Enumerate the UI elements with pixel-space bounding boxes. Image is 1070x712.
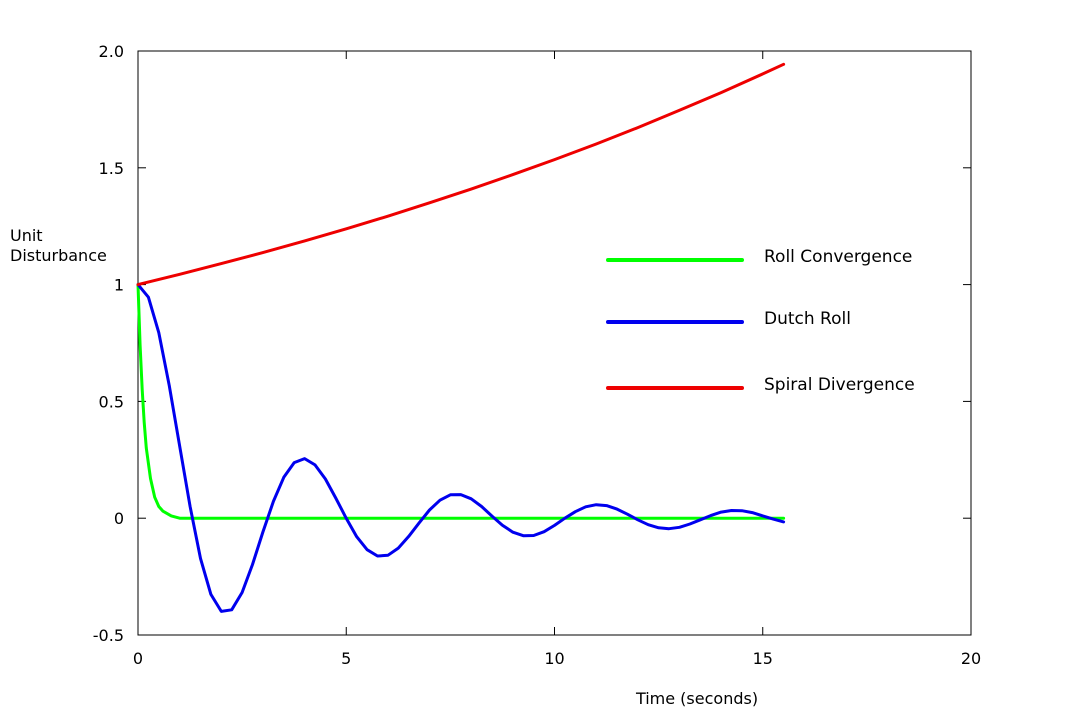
x-tick-label: 5 (341, 649, 351, 668)
y-tick-label: 1.5 (99, 159, 124, 178)
x-tick-label: 10 (544, 649, 564, 668)
plot-border (137, 50, 972, 636)
x-tick-label: 0 (133, 649, 143, 668)
legend-label-dutch-roll: Dutch Roll (764, 309, 851, 329)
x-tick-label: 15 (753, 649, 773, 668)
series-lines (136, 62, 786, 613)
series-dutch-roll-line (136, 283, 786, 613)
y-axis-label-line2: Disturbance (10, 246, 107, 265)
y-tick-label: 2.0 (99, 42, 124, 61)
y-tick-label: 1 (114, 276, 124, 295)
ticks: -0.5 0 0.5 1 1.5 2.0 0 5 10 15 20 (93, 42, 981, 668)
y-tick-label: -0.5 (93, 626, 124, 645)
legend-label-spiral-divergence: Spiral Divergence (764, 375, 915, 395)
x-tick-label: 20 (961, 649, 981, 668)
y-axis-label-line1: Unit (10, 226, 43, 245)
y-tick-label: 0.5 (99, 392, 124, 411)
series-roll-convergence-line (136, 283, 786, 520)
y-tick-label: 0 (114, 509, 124, 528)
x-axis-label: Time (seconds) (635, 689, 758, 708)
legend-label-roll-convergence: Roll Convergence (764, 247, 912, 267)
legend: Roll Convergence Dutch Roll Spiral Diverge… (606, 247, 915, 395)
series-spiral-divergence-line (136, 62, 786, 287)
